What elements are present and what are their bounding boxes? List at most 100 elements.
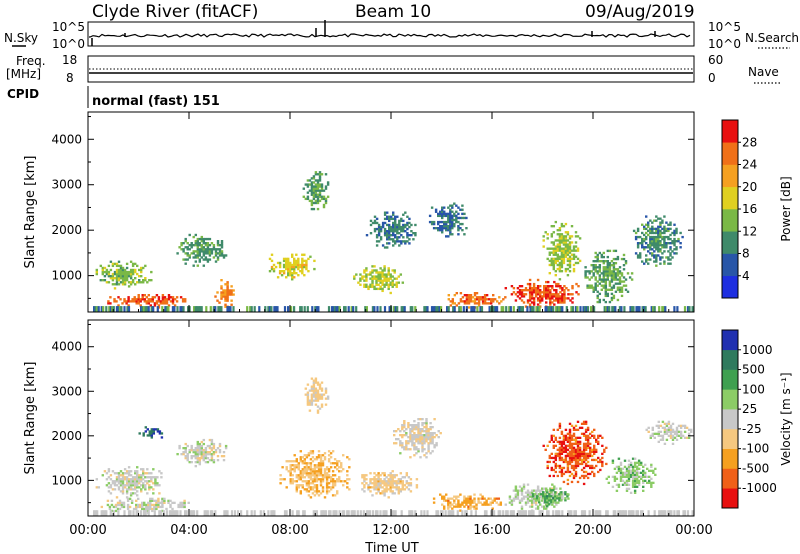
y-tick-label: 4000 — [51, 340, 82, 354]
y-tick-label: 2000 — [51, 223, 82, 237]
freq-tick-high: 18 — [62, 53, 77, 67]
colorbar-swatch — [722, 330, 738, 351]
colorbar-swatch — [722, 209, 738, 232]
y-tick-label: 2000 — [51, 429, 82, 443]
colorbar-tick-label: 25 — [742, 402, 757, 416]
y-tick-label: 3000 — [51, 178, 82, 192]
noise-trace — [89, 20, 691, 46]
cpid-label: CPID — [7, 87, 39, 101]
echo-region — [393, 418, 442, 459]
colorbar-swatch — [722, 186, 738, 210]
data-cells — [93, 377, 694, 517]
echo-region — [214, 279, 235, 308]
echo-region — [584, 249, 634, 304]
colorbar-swatch — [722, 369, 738, 390]
echo-region — [95, 260, 153, 290]
beam-title: Beam 10 — [355, 2, 431, 22]
freq-unit: [MHz] — [6, 67, 41, 81]
echo-region — [95, 466, 163, 499]
freq-label: Freq. — [16, 54, 46, 68]
echo-region — [365, 211, 417, 249]
colorbar-tick-label: -500 — [742, 461, 769, 475]
colorbar-swatch — [722, 468, 738, 489]
y-tick-label: 1000 — [51, 473, 82, 487]
x-axis-title: Time UT — [364, 541, 418, 554]
x-tick-label: 00:00 — [69, 523, 106, 538]
echo-region — [542, 220, 582, 281]
noise-tick-high-right: 10^5 — [708, 20, 741, 34]
colorbar-swatch — [722, 349, 738, 370]
y-axis-label: Slant Range [km] — [23, 362, 38, 475]
x-tick-label: 12:00 — [372, 523, 409, 538]
colorbar-swatch — [722, 231, 738, 254]
colorbar-tick-label: -25 — [742, 422, 762, 436]
near-range-band — [93, 306, 694, 313]
colorbar-tick-label: 20 — [742, 180, 757, 194]
velocity-panel: 1000 2000 3000 4000 Slant Range [km] 00:00 04:… — [23, 319, 793, 538]
x-tick-label: 16:00 — [473, 523, 510, 538]
echo-region — [605, 457, 657, 494]
y-tick-label: 3000 — [51, 384, 82, 398]
echo-region — [432, 493, 503, 512]
noise-tick-low-right: 10^0 — [708, 37, 741, 51]
colorbar-tick-label: 28 — [742, 135, 757, 149]
colorbar-tick-label: 4 — [742, 269, 750, 283]
colorbar-swatch — [722, 448, 738, 469]
x-tick-label: 20:00 — [574, 523, 611, 538]
colorbar-swatch — [722, 389, 738, 410]
nsky-label: N.Sky — [4, 31, 38, 45]
x-tick-label: 00:00 — [675, 523, 712, 538]
colorbar-tick-label: 500 — [742, 363, 765, 377]
power-panel: 1000 2000 3000 4000 Slant Range [km] 28 24 20 16… — [23, 111, 793, 313]
station-title: Clyde River (fitACF) — [92, 2, 258, 22]
colorbar-tick-label: 100 — [742, 382, 765, 396]
echo-region — [176, 233, 228, 267]
echo-region — [542, 420, 608, 486]
colorbar-swatch — [722, 164, 738, 188]
echo-region — [268, 253, 316, 281]
noise-panel — [87, 21, 695, 47]
y-tick-label: 1000 — [51, 269, 82, 283]
echo-region — [447, 292, 507, 309]
noise-line — [89, 33, 691, 38]
data-cells — [93, 171, 694, 313]
cpid-value: normal (fast) 151 — [92, 94, 220, 109]
nave-tick-low: 0 — [708, 71, 716, 85]
echo-region — [107, 294, 187, 309]
echo-region — [138, 426, 164, 439]
colorbar-tick-label: -1000 — [742, 481, 777, 495]
nsearch-label: N.Search — [745, 31, 799, 45]
echo-region — [353, 265, 405, 295]
colorbar-tick-label: 24 — [742, 158, 757, 172]
colorbar-label: Power [dB] — [779, 176, 793, 241]
colorbar-swatch — [722, 488, 738, 509]
near-range-band — [93, 510, 694, 517]
colorbar-tick-label: 8 — [742, 247, 750, 261]
echo-region — [279, 450, 351, 499]
x-tick-label: 04:00 — [170, 523, 207, 538]
echo-region — [531, 489, 569, 508]
colorbar-swatch — [722, 409, 738, 430]
echo-region — [632, 215, 684, 267]
colorbar-tick-label: 16 — [742, 202, 757, 216]
nave-label: Nave — [748, 65, 779, 79]
colorbar-tick-label: 12 — [742, 224, 757, 238]
x-tick-label: 08:00 — [271, 523, 308, 538]
colorbar-swatch — [722, 275, 738, 299]
colorbar-swatch — [722, 428, 738, 449]
colorbar-swatch — [722, 142, 738, 165]
noise-tick-high: 10^5 — [52, 20, 85, 34]
colorbar-label: Velocity [m s⁻¹] — [779, 372, 793, 465]
colorbar-tick-label: 1000 — [742, 343, 773, 357]
echo-region — [176, 438, 228, 468]
echo-region — [361, 470, 419, 499]
colorbar-tick-label: -100 — [742, 442, 769, 456]
echo-region — [302, 171, 330, 211]
colorbar-swatch — [722, 120, 738, 143]
colorbar-swatch — [722, 253, 738, 277]
nave-tick-high: 60 — [708, 53, 723, 67]
colorbar: 1000 500 100 25 -25 -100 -500 -1000 Velocity [m … — [721, 329, 793, 509]
echo-region — [428, 202, 468, 238]
noise-tick-low: 10^0 — [52, 37, 85, 51]
